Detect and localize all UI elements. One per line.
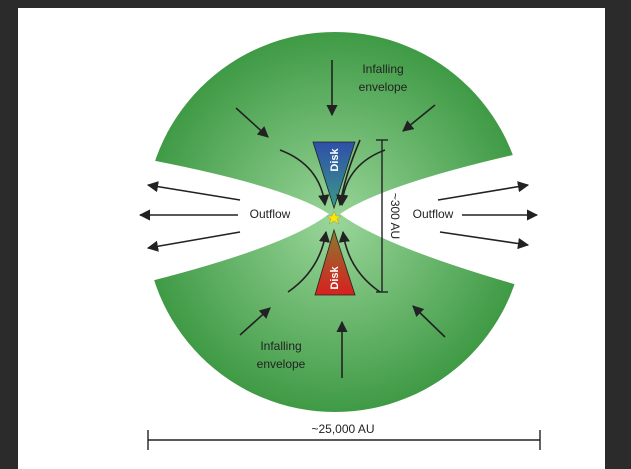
- label: Infalling: [362, 62, 403, 76]
- envelope: [145, 32, 525, 412]
- disk-bottom: [314, 228, 356, 296]
- label: envelope: [359, 80, 408, 94]
- disk-top: [312, 141, 356, 210]
- protostar: [326, 210, 342, 225]
- label: ~300 AU: [388, 193, 402, 239]
- label: envelope: [257, 357, 306, 371]
- outflow-cavity-left: [135, 157, 329, 285]
- label: ~25,000 AU: [311, 422, 374, 436]
- label: Infalling: [260, 339, 301, 353]
- outer-scale-bar: [147, 430, 541, 450]
- label: Disk: [329, 148, 341, 172]
- label: Disk: [329, 266, 341, 290]
- inner-scale-bar: [376, 139, 388, 293]
- arrows: [138, 60, 539, 378]
- label: Outflow: [250, 207, 291, 221]
- label: Outflow: [413, 207, 454, 221]
- outflow-cavity-right: [340, 150, 535, 290]
